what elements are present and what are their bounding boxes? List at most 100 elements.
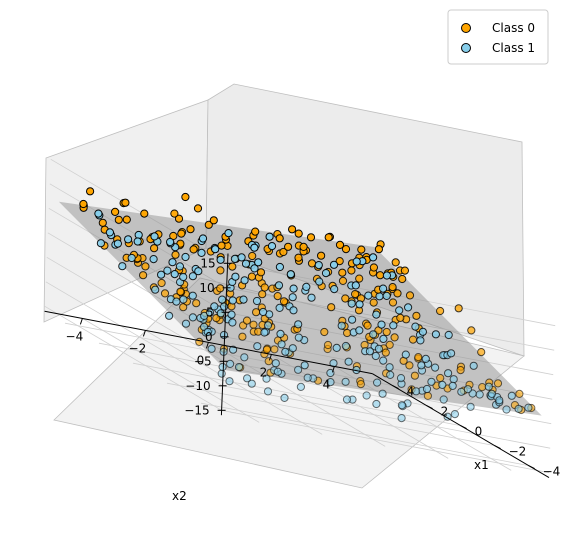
point-class-1 — [382, 271, 391, 280]
point-class-1 — [211, 245, 220, 254]
point-class-1 — [179, 295, 188, 304]
point-class-1 — [149, 255, 158, 264]
point-class-0 — [385, 340, 394, 349]
point-class-1 — [296, 382, 305, 391]
point-class-1 — [188, 313, 197, 322]
point-class-0 — [248, 251, 257, 261]
point-class-0 — [79, 199, 88, 209]
point-class-1 — [96, 239, 106, 248]
point-class-1 — [274, 281, 284, 290]
point-class-0 — [391, 258, 400, 267]
point-class-1 — [150, 232, 159, 241]
point-class-1 — [294, 333, 303, 342]
point-class-1 — [217, 369, 226, 378]
point-class-0 — [341, 245, 351, 254]
point-class-1 — [231, 272, 240, 281]
point-class-1 — [225, 377, 234, 386]
point-class-0 — [150, 244, 159, 253]
point-class-1 — [487, 389, 496, 398]
point-class-0 — [357, 245, 366, 254]
x2-tick — [268, 354, 272, 361]
point-class-1 — [344, 357, 353, 366]
point-class-0 — [374, 245, 383, 254]
x2-tick-label: 2 — [260, 365, 268, 379]
x1-axis-label: x1 — [474, 458, 489, 472]
point-class-0 — [324, 233, 333, 242]
point-class-0 — [179, 303, 188, 312]
point-class-0 — [376, 271, 385, 280]
point-class-1 — [228, 296, 237, 305]
point-class-1 — [379, 334, 388, 343]
point-class-0 — [141, 262, 150, 271]
point-class-1 — [289, 284, 298, 293]
point-class-1 — [188, 291, 197, 300]
point-class-0 — [262, 345, 271, 354]
point-class-1 — [294, 365, 303, 374]
point-class-0 — [170, 209, 179, 218]
x1-tick-label: −4 — [543, 465, 561, 479]
point-class-1 — [404, 303, 413, 312]
point-class-0 — [467, 326, 476, 335]
point-class-0 — [275, 234, 284, 243]
point-class-1 — [288, 293, 297, 302]
point-class-1 — [151, 285, 160, 294]
point-class-1 — [321, 269, 331, 278]
z-tick-label: −15 — [184, 403, 209, 417]
point-class-0 — [249, 320, 258, 329]
point-class-0 — [396, 313, 405, 322]
point-class-1 — [188, 272, 197, 281]
point-class-1 — [422, 384, 432, 394]
point-class-1 — [172, 297, 181, 306]
point-class-1 — [369, 330, 378, 339]
point-class-1 — [431, 363, 440, 372]
point-class-1 — [377, 320, 386, 329]
point-class-1 — [375, 292, 384, 301]
point-class-1 — [289, 306, 298, 315]
point-class-1 — [250, 264, 259, 273]
point-class-1 — [365, 347, 374, 356]
point-class-1 — [181, 252, 190, 262]
point-class-1 — [265, 232, 274, 241]
point-class-0 — [192, 299, 201, 308]
point-class-1 — [276, 329, 285, 338]
point-class-1 — [247, 379, 256, 388]
point-class-0 — [317, 251, 326, 260]
grid-line — [98, 342, 427, 406]
point-class-1 — [254, 258, 263, 267]
point-class-0 — [306, 233, 316, 242]
point-class-0 — [209, 216, 218, 225]
point-class-0 — [299, 242, 308, 251]
point-class-1 — [449, 375, 458, 384]
point-class-0 — [86, 187, 95, 196]
x2-tick — [331, 366, 335, 373]
point-class-1 — [495, 396, 504, 405]
point-class-1 — [275, 303, 284, 312]
point-class-1 — [271, 359, 280, 368]
grid-line — [64, 322, 393, 386]
point-class-0 — [279, 247, 288, 257]
point-class-0 — [193, 204, 203, 213]
point-class-1 — [275, 262, 284, 272]
point-class-1 — [337, 321, 346, 330]
point-class-0 — [140, 209, 149, 218]
point-class-1 — [166, 237, 175, 247]
point-class-1 — [372, 399, 381, 409]
point-class-1 — [240, 353, 249, 362]
point-class-0 — [477, 348, 486, 357]
point-class-1 — [224, 229, 233, 238]
point-class-1 — [314, 261, 323, 270]
point-class-1 — [267, 242, 277, 251]
x1-tick — [392, 385, 399, 390]
point-class-1 — [396, 374, 406, 383]
point-class-1 — [438, 380, 447, 389]
point-class-1 — [315, 277, 324, 286]
point-class-0 — [410, 371, 419, 380]
point-class-1 — [427, 377, 436, 386]
point-class-1 — [219, 330, 229, 340]
point-class-1 — [352, 257, 361, 266]
point-class-1 — [469, 361, 478, 370]
point-class-0 — [177, 229, 186, 238]
point-class-1 — [280, 393, 289, 402]
point-class-0 — [369, 263, 378, 272]
